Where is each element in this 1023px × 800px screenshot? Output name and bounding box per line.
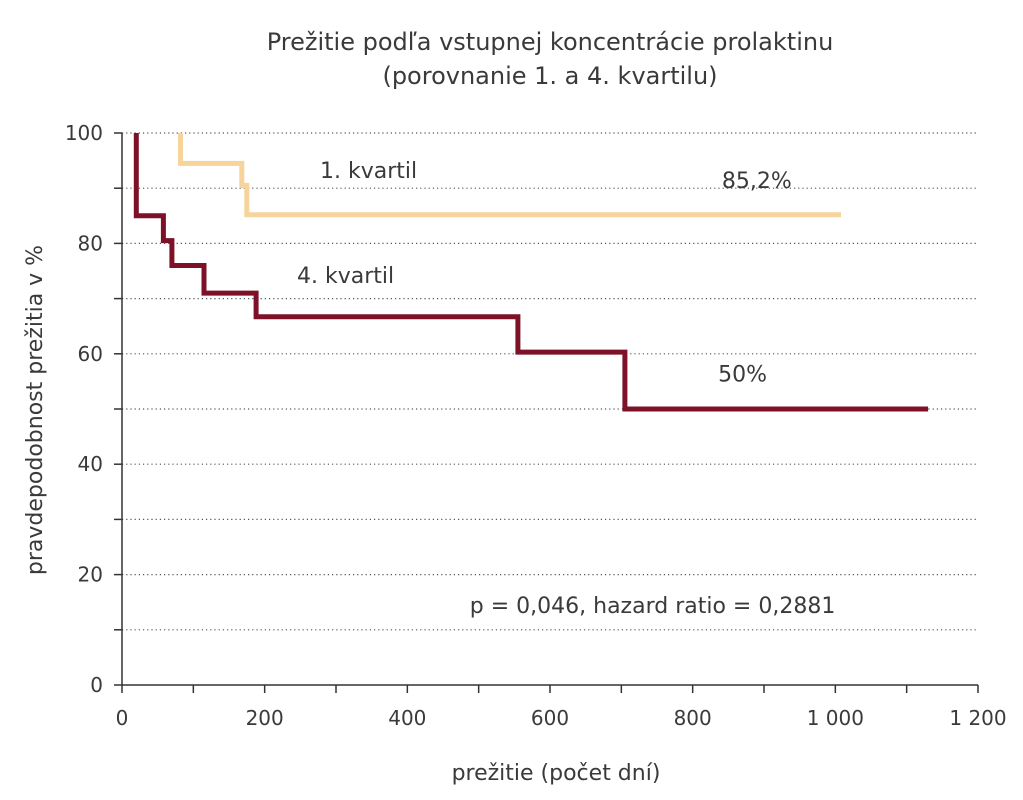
y-tick-label: 0 [90, 673, 103, 697]
x-axis-label: prežitie (počet dní) [452, 761, 661, 786]
annotation: 85,2% [722, 169, 792, 194]
y-tick-label: 40 [78, 452, 103, 476]
axes [114, 132, 979, 693]
x-tick-label: 0 [116, 706, 129, 730]
y-tick-label: 20 [78, 563, 103, 587]
y-axis-label: pravdepodobnost prežitia v % [23, 245, 48, 575]
x-tick-label: 800 [674, 706, 712, 730]
chart-title: Prežitie podľa vstupnej koncentrácie pro… [266, 28, 834, 56]
series-line [178, 133, 841, 218]
series-line [133, 133, 929, 412]
chart-subtitle: (porovnanie 1. a 4. kvartilu) [382, 62, 718, 90]
gridlines [122, 132, 978, 631]
annotation: 50% [718, 362, 767, 387]
annotations: 1. kvartil 4. kvartil 85,2% 50% p = 0,046, h… [297, 159, 835, 619]
x-tick-label: 1 200 [949, 706, 1006, 730]
y-tick-label: 60 [78, 342, 103, 366]
series-lines [133, 133, 929, 412]
annotation: p = 0,046, hazard ratio = 0,2881 [470, 594, 836, 619]
x-tick-label: 200 [246, 706, 284, 730]
series-label: 1. kvartil [320, 159, 417, 184]
x-tick-label: 400 [388, 706, 426, 730]
x-tick-label: 600 [531, 706, 569, 730]
x-tick-label: 1 000 [807, 706, 864, 730]
series-label: 4. kvartil [297, 264, 394, 289]
y-tick-label: 80 [78, 231, 103, 255]
y-tick-label: 100 [65, 121, 103, 145]
